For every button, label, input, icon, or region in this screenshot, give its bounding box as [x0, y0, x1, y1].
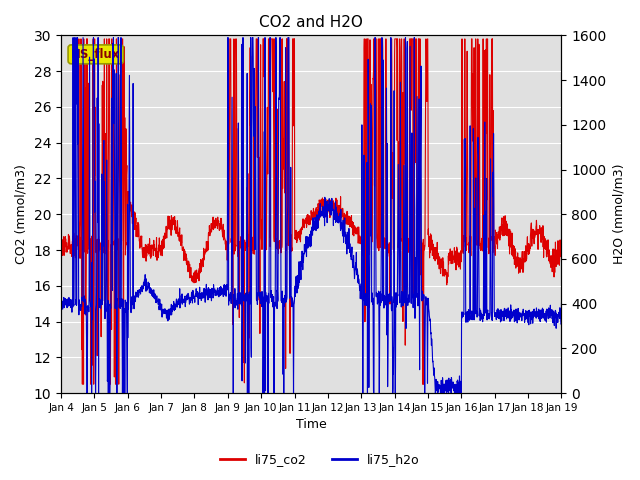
X-axis label: Time: Time [296, 419, 326, 432]
Legend: li75_co2, li75_h2o: li75_co2, li75_h2o [215, 448, 425, 471]
Y-axis label: H2O (mmol/m3): H2O (mmol/m3) [612, 164, 625, 264]
Title: CO2 and H2O: CO2 and H2O [259, 15, 363, 30]
Text: HS_flux: HS_flux [71, 48, 120, 61]
Y-axis label: CO2 (mmol/m3): CO2 (mmol/m3) [15, 164, 28, 264]
